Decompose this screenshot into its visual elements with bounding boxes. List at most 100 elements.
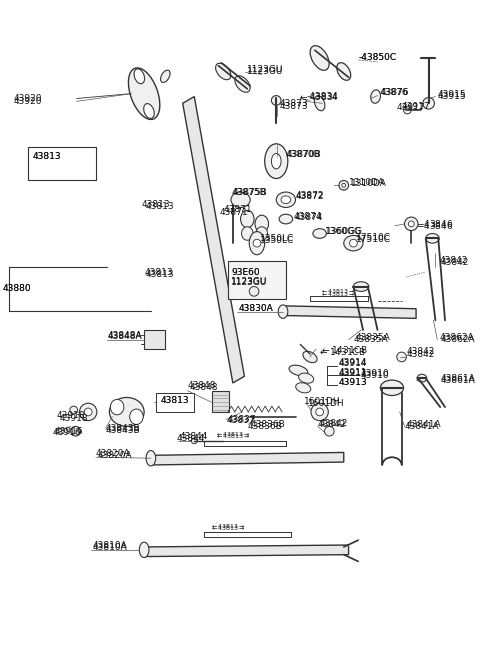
Circle shape: [349, 239, 357, 247]
Text: 43920: 43920: [14, 94, 42, 103]
Circle shape: [423, 97, 434, 109]
Text: $\leftarrow$43834: $\leftarrow$43834: [299, 91, 339, 102]
Text: 1123GU: 1123GU: [247, 65, 284, 74]
Circle shape: [397, 352, 407, 362]
Text: 43862A: 43862A: [440, 335, 475, 344]
Text: 43844: 43844: [180, 432, 208, 441]
Text: 43810A: 43810A: [93, 541, 128, 551]
Ellipse shape: [231, 192, 250, 208]
Text: 43880: 43880: [2, 284, 31, 293]
Text: 43917: 43917: [397, 102, 425, 112]
Text: 43910: 43910: [360, 371, 389, 380]
Text: 43841A: 43841A: [405, 422, 439, 431]
Text: 43841A: 43841A: [407, 420, 441, 429]
Text: 43842: 43842: [407, 350, 435, 359]
Text: 43913: 43913: [339, 378, 368, 386]
Text: 43842: 43842: [318, 420, 346, 429]
Text: 93E60: 93E60: [231, 267, 260, 277]
Text: 43911: 43911: [339, 369, 368, 378]
Ellipse shape: [289, 365, 308, 376]
Ellipse shape: [249, 231, 264, 255]
Ellipse shape: [296, 383, 311, 393]
Circle shape: [70, 406, 78, 414]
Ellipse shape: [381, 380, 404, 396]
Text: 43835A: 43835A: [355, 333, 390, 342]
Polygon shape: [183, 97, 244, 383]
Ellipse shape: [344, 235, 363, 251]
Text: 43862A: 43862A: [439, 333, 474, 342]
Text: -43850C: -43850C: [358, 53, 396, 62]
Text: 43810A: 43810A: [93, 543, 128, 553]
Text: 43820A: 43820A: [98, 451, 132, 460]
Text: 43842: 43842: [439, 256, 468, 265]
Text: $\leftarrow$43813$\rightarrow$: $\leftarrow$43813$\rightarrow$: [210, 522, 245, 530]
Circle shape: [80, 403, 97, 420]
Text: 43842: 43842: [440, 258, 468, 267]
Text: -43850C: -43850C: [358, 53, 396, 62]
Text: $\leftarrow$1431CB: $\leftarrow$1431CB: [318, 346, 365, 357]
Circle shape: [253, 239, 261, 247]
Circle shape: [192, 438, 197, 443]
Ellipse shape: [264, 144, 288, 179]
Text: 43914: 43914: [339, 358, 367, 367]
Ellipse shape: [310, 46, 329, 70]
Text: 1350LC: 1350LC: [260, 236, 294, 245]
Ellipse shape: [240, 210, 254, 228]
Circle shape: [324, 426, 334, 436]
Text: 43835A: 43835A: [353, 335, 388, 344]
Text: 43876: 43876: [381, 88, 409, 97]
Text: 1310DA: 1310DA: [350, 179, 386, 188]
Text: 43813: 43813: [160, 396, 189, 405]
Text: 43915: 43915: [437, 90, 466, 99]
Ellipse shape: [278, 305, 288, 319]
Ellipse shape: [161, 70, 170, 83]
Text: 43813: 43813: [146, 269, 175, 279]
Ellipse shape: [134, 69, 144, 83]
Circle shape: [311, 403, 328, 420]
Text: 43830A: 43830A: [239, 304, 274, 313]
Text: 43844: 43844: [177, 434, 205, 443]
Text: 43874: 43874: [294, 212, 322, 221]
Text: 1360GG: 1360GG: [325, 227, 362, 236]
Ellipse shape: [276, 192, 296, 208]
Text: 43872: 43872: [296, 193, 324, 201]
Ellipse shape: [110, 399, 124, 415]
Text: 43916: 43916: [52, 428, 81, 437]
Ellipse shape: [279, 214, 293, 224]
Text: 43871: 43871: [223, 205, 252, 214]
Text: 43837: 43837: [226, 416, 255, 425]
Text: $\leftarrow$43813$\rightarrow$: $\leftarrow$43813$\rightarrow$: [320, 287, 355, 296]
Text: 43848: 43848: [188, 381, 216, 390]
Text: $\leftarrow$43813$\rightarrow$: $\leftarrow$43813$\rightarrow$: [216, 430, 251, 438]
Ellipse shape: [371, 90, 381, 103]
Text: 43918: 43918: [59, 414, 88, 423]
Text: 43915: 43915: [437, 92, 466, 101]
Text: 17510C: 17510C: [356, 233, 391, 242]
Text: 43843B: 43843B: [106, 426, 140, 435]
Text: 43842: 43842: [407, 347, 435, 355]
Circle shape: [249, 286, 259, 296]
Ellipse shape: [109, 397, 144, 426]
Text: 43870B: 43870B: [286, 150, 321, 159]
Circle shape: [408, 221, 414, 227]
Circle shape: [342, 183, 346, 187]
Text: $\leftarrow$43813$\rightarrow$: $\leftarrow$43813$\rightarrow$: [216, 432, 251, 440]
Text: 43813: 43813: [144, 267, 173, 277]
Text: 43848A: 43848A: [108, 332, 142, 341]
Text: 43813: 43813: [160, 396, 189, 405]
Text: 43871: 43871: [219, 208, 248, 217]
Ellipse shape: [256, 227, 267, 240]
Text: 1350LC: 1350LC: [260, 234, 294, 243]
Text: 43842: 43842: [320, 419, 348, 428]
Polygon shape: [151, 453, 344, 465]
Ellipse shape: [353, 282, 369, 291]
Text: 93E60: 93E60: [231, 267, 260, 277]
Text: 1601DH: 1601DH: [308, 399, 345, 408]
Text: 43861A: 43861A: [440, 376, 475, 384]
Circle shape: [405, 217, 418, 231]
Circle shape: [271, 95, 281, 105]
Text: $\leftarrow$1431CB: $\leftarrow$1431CB: [320, 344, 367, 355]
Text: 43914: 43914: [339, 359, 367, 368]
Text: 43861A: 43861A: [440, 374, 475, 382]
Ellipse shape: [216, 63, 231, 79]
